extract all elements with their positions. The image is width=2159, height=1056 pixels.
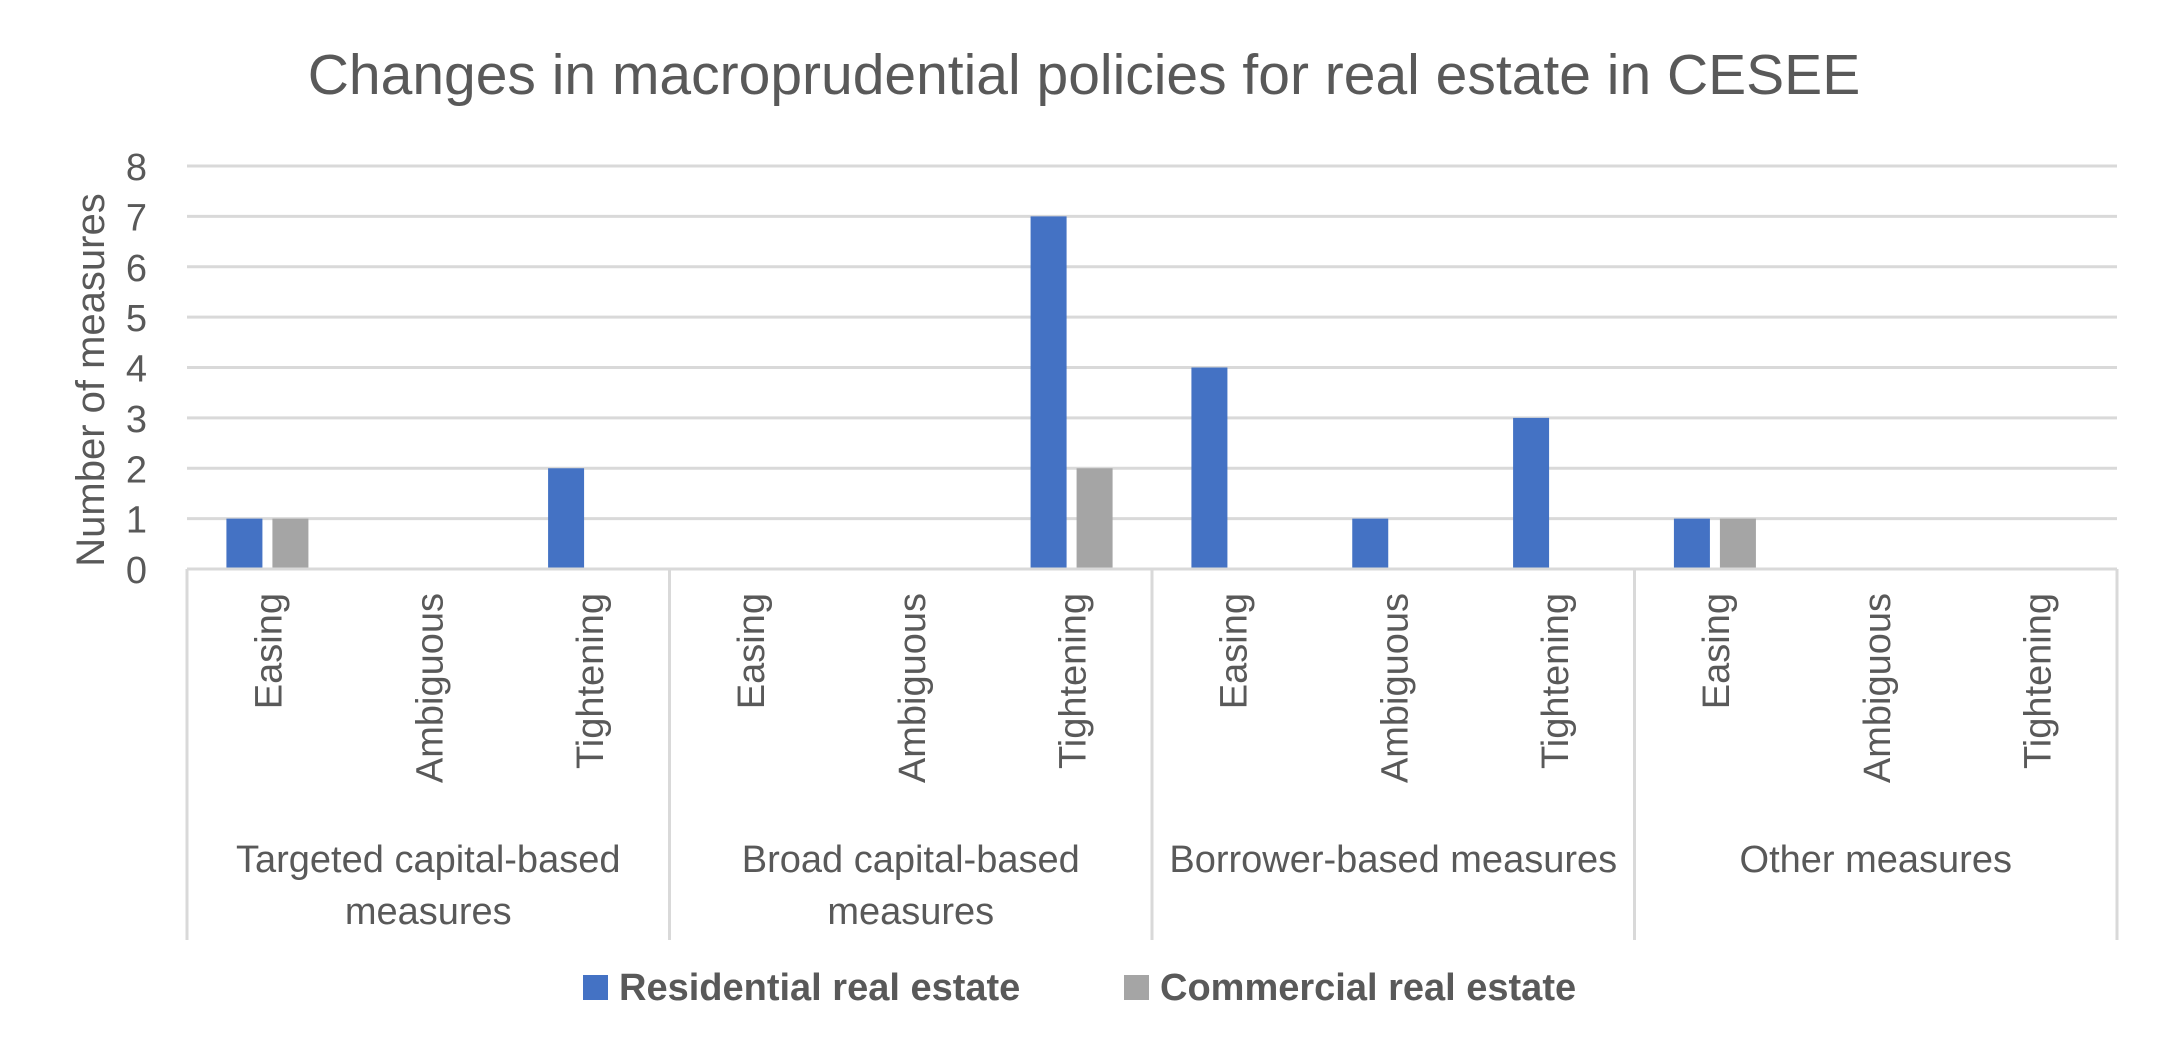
group-label: Other measures	[1740, 839, 2012, 881]
x-tick-label: Tightening	[1053, 593, 1095, 769]
axes	[185, 567, 2119, 940]
y-tick-label: 5	[126, 298, 147, 340]
x-tick-label: Easing	[1213, 593, 1255, 709]
bar-residential	[226, 518, 263, 569]
y-tick-label: 4	[126, 349, 147, 391]
y-axis-label: Number of measures	[69, 193, 113, 566]
x-tick-label: Tightening	[570, 593, 612, 769]
bar-residential	[1191, 367, 1228, 569]
bar-residential	[1352, 518, 1389, 569]
legend-swatch	[1124, 975, 1149, 1000]
chart-title: Changes in macroprudential policies for …	[308, 43, 1860, 107]
x-tick-label: Easing	[731, 593, 773, 709]
group-label: Targeted capital-based	[236, 839, 620, 881]
y-tick-labels: 0 1 2 3 4 5 6 7 8	[126, 147, 147, 592]
y-tick-label: 7	[126, 197, 147, 239]
x-tick-label: Ambiguous	[892, 593, 934, 783]
legend-swatch	[583, 975, 608, 1000]
gridlines	[187, 164, 2117, 521]
bar-commercial	[1719, 518, 1756, 569]
group-label: measures	[345, 891, 512, 933]
group-labels: Targeted capital-based measures Broad capi…	[236, 839, 2012, 933]
bar-commercial	[272, 518, 309, 569]
x-tick-label: Ambiguous	[409, 593, 451, 783]
y-tick-label: 1	[126, 500, 147, 542]
x-tick-label: Ambiguous	[1374, 593, 1416, 783]
x-tick-label: Easing	[1696, 593, 1738, 709]
legend-label: Commercial real estate	[1160, 967, 1576, 1009]
y-tick-label: 2	[126, 449, 147, 491]
bar-residential	[1513, 417, 1550, 569]
bar-residential	[1673, 518, 1710, 569]
y-tick-label: 0	[126, 550, 147, 592]
group-label: Broad capital-based	[742, 839, 1080, 881]
x-tick-label: Easing	[248, 593, 290, 709]
x-tick-label: Tightening	[2018, 593, 2060, 769]
x-tick-labels: Easing Ambiguous Tightening Easing Ambiguous…	[248, 593, 2059, 783]
bar-residential	[1030, 216, 1067, 569]
y-tick-label: 3	[126, 399, 147, 441]
y-tick-label: 6	[126, 248, 147, 290]
group-label: measures	[827, 891, 994, 933]
legend-label: Residential real estate	[619, 967, 1020, 1009]
y-tick-label: 8	[126, 147, 147, 189]
bars	[226, 216, 1756, 569]
group-label: Borrower-based measures	[1169, 839, 1617, 881]
x-tick-label: Tightening	[1535, 593, 1577, 769]
legend: Residential real estate Commercial real e…	[583, 967, 1576, 1009]
bar-residential	[548, 468, 585, 569]
x-tick-label: Ambiguous	[1857, 593, 1899, 783]
bar-commercial	[1076, 468, 1113, 569]
